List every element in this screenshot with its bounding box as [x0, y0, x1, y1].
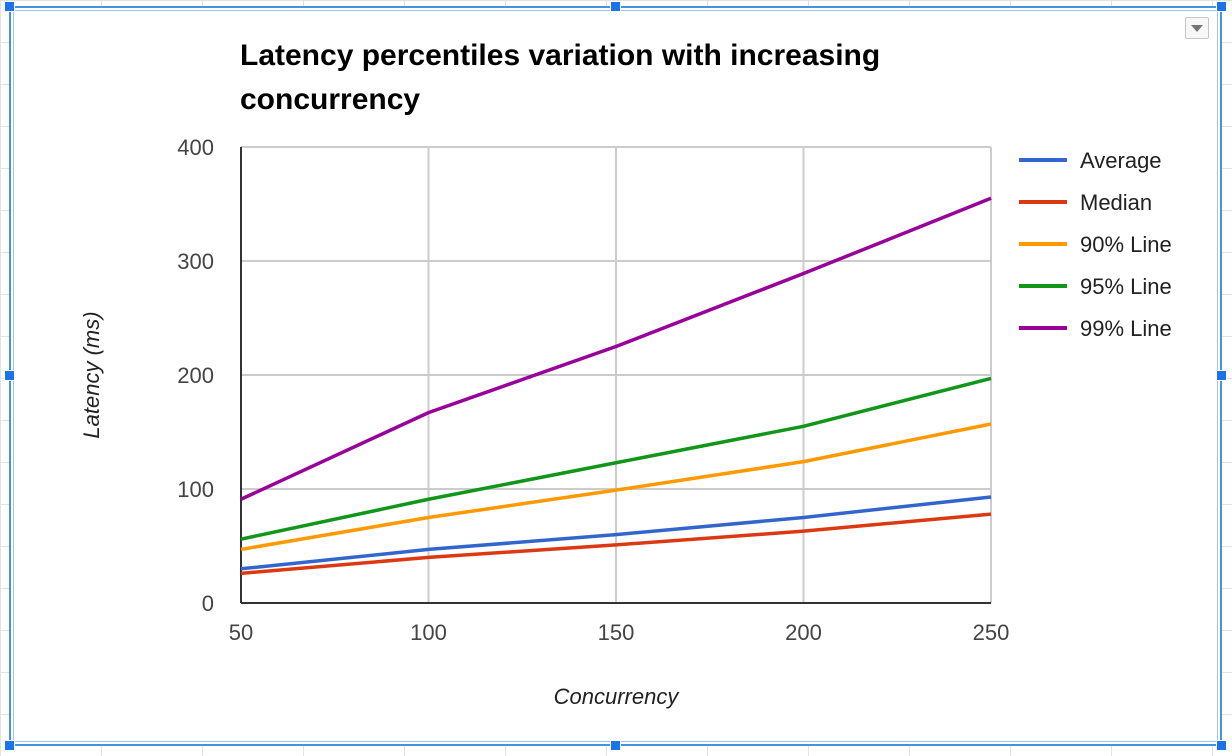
y-tick-label: 400 — [177, 135, 214, 160]
y-tick-label: 200 — [177, 363, 214, 388]
resize-handle-top-right[interactable] — [1216, 1, 1227, 12]
legend-label: 95% Line — [1080, 274, 1172, 299]
legend-item[interactable]: Average — [1019, 148, 1162, 173]
series-line-average[interactable] — [240, 495, 992, 571]
resize-handle-middle-right[interactable] — [1216, 370, 1227, 381]
resize-handle-top-center[interactable] — [610, 1, 621, 12]
resize-handle-top-left[interactable] — [4, 1, 15, 12]
legend-label: 99% Line — [1080, 316, 1172, 341]
chart-menu-button[interactable] — [1185, 17, 1209, 39]
x-axis-title: Concurrency — [554, 684, 681, 709]
series-line-90-line[interactable] — [240, 422, 992, 552]
series-line-median[interactable] — [240, 512, 992, 576]
x-tick-label: 250 — [973, 620, 1010, 645]
x-tick-label: 50 — [229, 620, 253, 645]
legend-label: 90% Line — [1080, 232, 1172, 257]
legend-item[interactable]: Median — [1019, 190, 1152, 215]
y-tick-label: 100 — [177, 477, 214, 502]
x-tick-label: 200 — [785, 620, 822, 645]
x-tick-label: 100 — [410, 620, 447, 645]
y-tick-label: 0 — [202, 591, 214, 616]
resize-handle-bottom-right[interactable] — [1216, 740, 1227, 751]
resize-handle-middle-left[interactable] — [4, 370, 15, 381]
series-line-95-line[interactable] — [240, 376, 992, 541]
legend-item[interactable]: 95% Line — [1019, 274, 1172, 299]
legend-label: Average — [1080, 148, 1162, 173]
y-axis-title: Latency (ms) — [79, 311, 104, 438]
y-tick-label: 300 — [177, 249, 214, 274]
resize-handle-bottom-left[interactable] — [4, 740, 15, 751]
series-line-99-line[interactable] — [240, 196, 992, 501]
legend-label: Median — [1080, 190, 1152, 215]
chart-title: Latency percentiles variation with incre… — [240, 39, 881, 116]
resize-handle-bottom-center[interactable] — [610, 740, 621, 751]
x-tick-label: 150 — [598, 620, 635, 645]
chevron-down-icon — [1191, 24, 1203, 32]
legend-item[interactable]: 90% Line — [1019, 232, 1172, 257]
legend-item[interactable]: 99% Line — [1019, 316, 1172, 341]
